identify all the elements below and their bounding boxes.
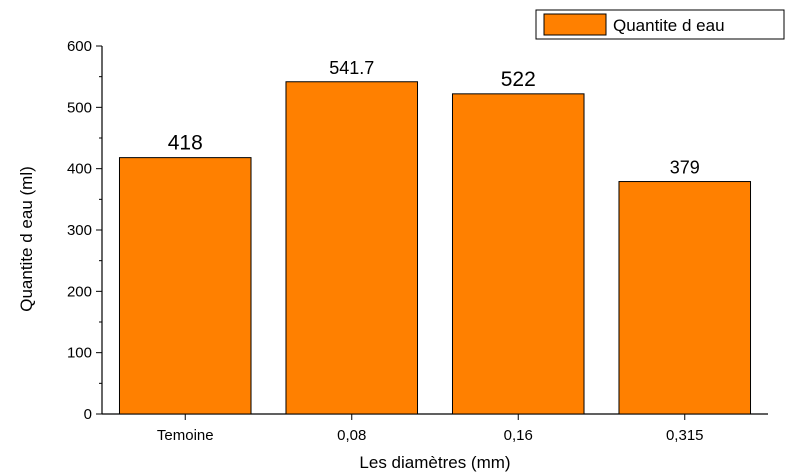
legend-swatch	[543, 13, 607, 36]
bar-0	[118, 157, 252, 415]
x-tick-label: Temoine	[157, 427, 214, 444]
y-tick-label: 400	[67, 161, 92, 178]
x-tick-label: 0,16	[504, 427, 533, 444]
x-tick-label: 0,315	[666, 427, 704, 444]
y-tick-label: 600	[67, 38, 92, 55]
y-axis-title: Quantite d eau (ml)	[17, 166, 36, 312]
x-tick-label: 0,08	[337, 427, 366, 444]
plot-area: 0 100 200 300 400 500 600 Temoine 418 0,08 541.7 0,…	[67, 38, 768, 444]
data-label: 379	[670, 158, 700, 178]
y-tick-label: 200	[67, 283, 92, 300]
data-label: 522	[501, 68, 536, 91]
data-label: 541.7	[329, 58, 374, 78]
bar-3	[618, 181, 752, 415]
legend-label: Quantite d eau	[613, 16, 725, 35]
legend: Quantite d eau	[535, 9, 785, 40]
x-axis-title: Les diamètres (mm)	[359, 453, 510, 472]
bar-1	[285, 81, 419, 415]
data-label: 418	[168, 132, 203, 155]
y-tick-label: 300	[67, 222, 92, 239]
y-tick-label: 100	[67, 345, 92, 362]
bar-2	[451, 93, 585, 415]
y-tick-label: 500	[67, 99, 92, 116]
y-tick-label: 0	[84, 406, 92, 423]
